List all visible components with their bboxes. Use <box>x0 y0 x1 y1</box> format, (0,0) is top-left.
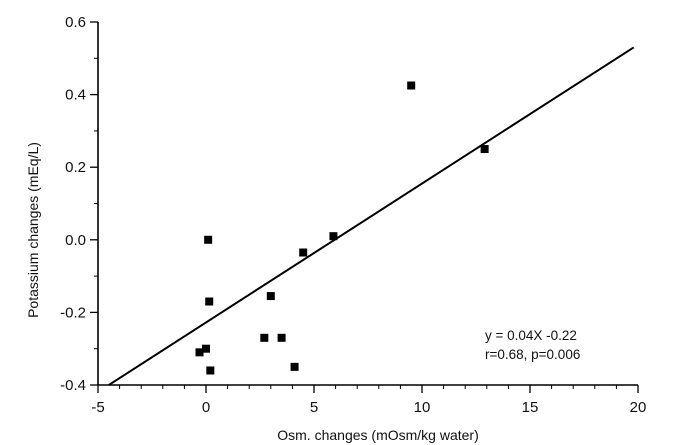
x-tick-label: 0 <box>202 399 210 416</box>
regression-equation: y = 0.04X -0.22 <box>485 328 577 343</box>
x-tick-label: 5 <box>310 399 318 416</box>
data-point <box>195 348 204 357</box>
data-point <box>290 362 299 371</box>
data-point <box>205 297 214 306</box>
fit-line-group <box>108 46 635 386</box>
chart-axes: -5 0 5 10 15 20 -0.4 -0.2 0.0 0.2 0.4 0.6 <box>60 14 646 416</box>
data-point <box>329 232 338 241</box>
data-point <box>260 333 269 342</box>
x-tick-label: 10 <box>414 399 431 416</box>
data-point <box>480 145 489 154</box>
x-tick-label: -5 <box>91 399 104 416</box>
data-points <box>195 81 489 375</box>
regression-line <box>108 46 635 386</box>
y-axis-label: Potassium changes (mEq/L) <box>25 142 41 318</box>
data-point <box>202 344 210 353</box>
y-tick-label: -0.4 <box>60 377 86 394</box>
data-point <box>206 366 215 375</box>
data-point <box>299 248 308 257</box>
x-axis-label: Osm. changes (mOsm/kg water) <box>277 427 479 443</box>
y-tick-label: 0.2 <box>65 159 86 176</box>
y-tick-label: 0.0 <box>65 232 86 249</box>
y-tick-label: -0.2 <box>60 304 86 321</box>
x-tick-label: 20 <box>630 399 647 416</box>
correlation-stats: r=0.68, p=0.006 <box>485 347 580 362</box>
y-tick-label: 0.6 <box>65 14 86 31</box>
data-point <box>266 292 275 301</box>
x-tick-label: 15 <box>522 399 539 416</box>
data-point <box>407 81 416 90</box>
data-point <box>204 235 213 244</box>
data-point <box>277 333 286 342</box>
y-tick-label: 0.4 <box>65 87 86 104</box>
